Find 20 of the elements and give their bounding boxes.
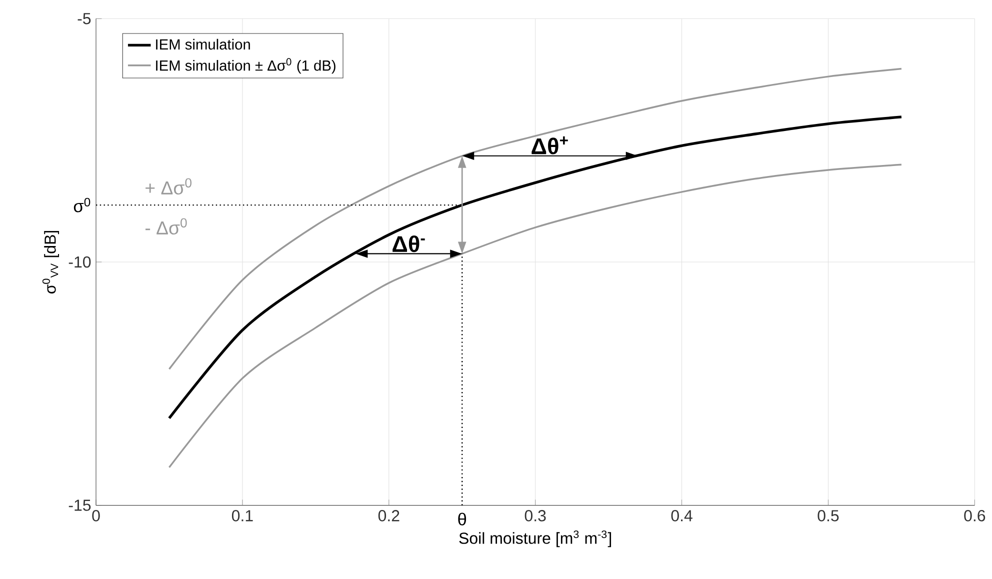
annotation: - Δσ$^{0}$ <box>145 218 187 235</box>
annotation: + Δσ$^{0}$ <box>146 178 192 195</box>
ref-line-label: σ$^{0}$ <box>74 198 90 212</box>
x-tick-label: 0.2 <box>378 510 400 522</box>
legend-label: IEM simulation ± Δσ$^{0}$ (1 dB) <box>156 58 336 74</box>
legend-label: IEM simulation <box>156 39 250 50</box>
ref-line-label: θ <box>458 512 466 526</box>
y-axis-title: σ$^{0}$$_{VV}$ [dB] <box>42 231 60 294</box>
y-tick-label: -15 <box>68 500 91 512</box>
annotation: Δθ$^{-}$ <box>392 236 425 252</box>
x-tick-label: 0.1 <box>232 510 253 522</box>
x-tick-label: 0.5 <box>818 510 839 522</box>
y-tick-label: -5 <box>78 13 91 24</box>
x-axis-title: Soil moisture [m$^{3}$ m$^{-3}$] <box>459 530 612 548</box>
y-tick-label: -10 <box>68 256 91 268</box>
x-tick-label: 0.4 <box>671 510 692 522</box>
x-tick-label: 0 <box>92 510 100 522</box>
x-tick-label: 0.3 <box>524 510 546 522</box>
annotation: Δθ$^{+}$ <box>532 136 568 154</box>
x-tick-label: 0.6 <box>964 510 986 522</box>
